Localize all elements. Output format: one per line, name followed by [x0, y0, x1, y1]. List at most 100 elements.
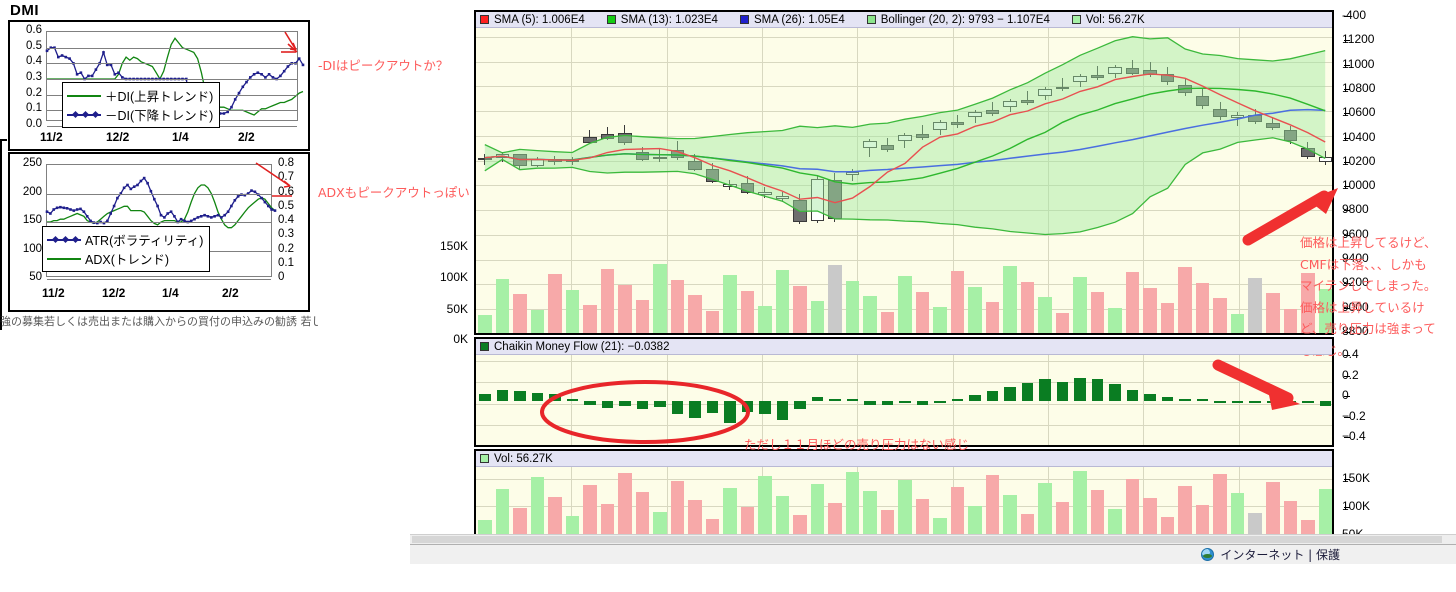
cmf-bar	[1267, 401, 1279, 403]
candlestick	[705, 12, 720, 292]
volume-bar	[548, 273, 562, 333]
candle-wick	[1062, 78, 1064, 92]
volume-bar	[793, 285, 807, 333]
volume-legend-item[interactable]: Vol: 56.27K	[480, 453, 553, 465]
candle-wick	[659, 147, 661, 163]
candle-body	[478, 157, 492, 160]
candle-body	[688, 161, 702, 170]
gridline-h	[476, 234, 1332, 236]
cmf-chart-panel[interactable]: Chaikin Money Flow (21): −0.0382	[474, 337, 1334, 447]
atr-x-tick: 2/2	[222, 286, 239, 300]
candle-body	[513, 154, 527, 167]
candle-body	[1073, 75, 1087, 83]
left-report-panel: DMI 0.6 0.5 0.4 0.3 0.2 0.1 0.0 11/2 12/2 1/4 2/2…	[0, 0, 318, 330]
price-axis-tick: 11000	[1342, 56, 1375, 71]
volume-bar	[740, 290, 755, 333]
volume-bar	[1038, 482, 1052, 534]
candlestick	[1020, 12, 1035, 292]
volume-bar	[758, 476, 772, 534]
cmf-legend-bar[interactable]: Chaikin Money Flow (21): −0.0382	[476, 339, 1332, 355]
cmf-bar	[776, 401, 789, 421]
candle-body	[1160, 73, 1175, 83]
cmf-bar	[671, 401, 684, 415]
cmf-bar	[969, 395, 981, 401]
price-axis-tick: -400	[1342, 8, 1367, 22]
gridline-v	[571, 451, 573, 534]
price-legend-swatch	[480, 15, 489, 24]
dmi-legend-label: －DI(下降トレンド)	[105, 109, 214, 123]
candlestick	[1090, 12, 1105, 292]
candle-body	[583, 137, 597, 143]
price-left-tick: 50K	[446, 302, 468, 316]
candlestick	[1283, 12, 1297, 292]
price-legend-item[interactable]: SMA (26): 1.05E4	[739, 14, 845, 26]
cmf-bar	[741, 401, 754, 412]
dmi-legend-swatch	[67, 109, 101, 121]
candlestick	[1160, 12, 1175, 292]
price-chart-panel[interactable]: SMA (5): 1.006E4 SMA (13): 1.023E4 SMA (26…	[474, 10, 1334, 335]
volume-bar	[1020, 513, 1035, 534]
atr-legend-item: ADX(トレンド)	[47, 249, 203, 268]
volume-bar	[1248, 277, 1262, 333]
candlestick	[653, 12, 667, 292]
legend-marker	[71, 110, 80, 118]
candle-body	[1038, 89, 1052, 96]
volume-bar	[670, 279, 685, 333]
candlestick	[670, 12, 685, 292]
volume-bar	[933, 307, 947, 333]
cmf-bar	[899, 401, 911, 404]
volume-axis-tickmark	[1344, 507, 1350, 508]
candle-body	[793, 200, 807, 223]
browser-statusbar: インターネット | 保護	[410, 544, 1456, 564]
volume-legend-label: Vol: 56.27K	[494, 452, 553, 465]
volume-bar	[478, 315, 492, 333]
cmf-bar	[811, 397, 824, 401]
price-legend-item[interactable]: Bollinger (20, 2): 9793 − 1.107E4	[866, 14, 1050, 26]
price-legend-bar[interactable]: SMA (5): 1.006E4 SMA (13): 1.023E4 SMA (26…	[476, 12, 1332, 28]
volume-bar	[583, 305, 597, 333]
price-legend-item[interactable]: Vol: 56.27K	[1071, 14, 1145, 26]
candle-body	[1055, 86, 1070, 89]
cmf-bar	[986, 391, 999, 401]
volume-bar	[740, 507, 755, 534]
atr-x-tick: 11/2	[42, 286, 65, 300]
candle-body	[1090, 74, 1105, 79]
volume-bar	[1090, 490, 1105, 534]
candle-body	[495, 154, 509, 158]
cmf-bar	[916, 401, 929, 405]
candlestick	[1178, 12, 1192, 292]
dmi-y-tick: 0.2	[26, 86, 42, 99]
price-legend-item[interactable]: SMA (5): 1.006E4	[480, 14, 585, 26]
candlestick	[688, 12, 702, 292]
candle-body	[810, 178, 825, 222]
candle-body	[1266, 122, 1280, 129]
volume-bar	[950, 270, 965, 333]
candle-body	[933, 121, 947, 131]
candlestick	[880, 12, 895, 292]
candlestick	[1003, 12, 1017, 292]
volume-bar	[845, 280, 860, 333]
volume-bar	[705, 518, 720, 534]
volume-chart-panel[interactable]: Vol: 56.27K	[474, 449, 1334, 534]
horizontal-scrollbar[interactable]	[410, 534, 1456, 544]
candle-body	[1020, 99, 1035, 104]
candlestick	[583, 12, 597, 292]
volume-bar	[810, 301, 825, 333]
atr-y-tick-left: 50	[29, 271, 42, 283]
volume-bar	[1266, 481, 1280, 534]
volume-legend-bar[interactable]: Vol: 56.27K	[476, 451, 1332, 467]
candle-body	[1125, 68, 1140, 74]
cmf-bar	[654, 401, 666, 407]
volume-bar	[758, 306, 772, 333]
atr-adx-chart: 250 200 150 100 50 0.8 0.7 0.6 0.5 0.4 0.3 0.2 0.1 0…	[8, 152, 310, 312]
candlestick	[478, 12, 492, 292]
cmf-legend-item[interactable]: Chaikin Money Flow (21): −0.0382	[480, 341, 669, 353]
price-legend-item[interactable]: SMA (13): 1.023E4	[606, 14, 718, 26]
legend-marker	[81, 110, 90, 118]
volume-bar	[1020, 281, 1035, 333]
atr-adx-legend: ATR(ボラティリティ) ADX(トレンド)	[42, 226, 211, 272]
scrollbar-thumb[interactable]	[412, 536, 1442, 543]
cmf-bar	[479, 393, 491, 401]
cmf-axis-tick: 0.2	[1342, 367, 1359, 382]
dmi-y-tick: 0.1	[26, 102, 42, 115]
